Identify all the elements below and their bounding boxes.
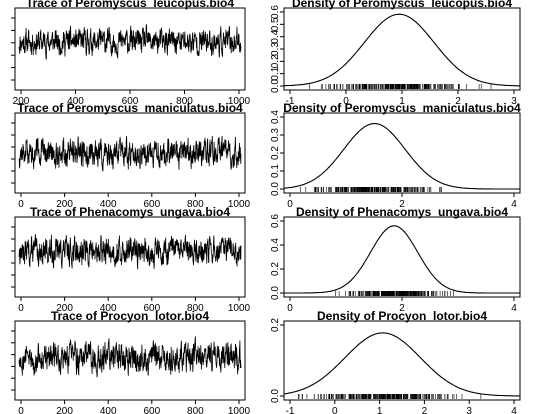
density-curve — [283, 332, 520, 397]
x-tick-label: 1 — [377, 406, 383, 414]
rug-marks — [335, 291, 454, 296]
x-tick-label: 2 — [399, 303, 405, 314]
x-tick-label: 800 — [187, 199, 204, 210]
y-tick-label: 0.4 — [270, 110, 281, 124]
plot-title: Trace of Peromyscus_maniculatus.bio4 — [17, 101, 243, 115]
x-tick-label: 4 — [511, 406, 517, 414]
x-tick-label: 800 — [187, 406, 204, 414]
y-tick-label: 0.3 — [270, 128, 281, 142]
x-tick-label: 2 — [399, 199, 405, 210]
y-tick-label: 0.1 — [270, 66, 281, 80]
y-tick-label: 0.6 — [270, 5, 281, 19]
y-tick-label: 0.2 — [270, 146, 281, 160]
panel-1: Trace of Peromyscus_leucopus.bio4 200 400 6… — [11, 0, 251, 107]
y-tick-label: 0.4 — [270, 29, 281, 43]
panel-8: Density of Procyon_lotor.bio4 -1 0 1 2 3 4 0.0 0… — [270, 309, 521, 414]
panel-5: Trace of Phenacomys_ungava.bio4 0 200 400 60… — [11, 205, 251, 314]
plot-frame — [14, 320, 246, 401]
y-tick-label: 0.0 — [270, 182, 281, 196]
panel-2: Density of Peromyscus_leucopus.bio4 -1 0 1 2… — [270, 0, 521, 107]
y-tick-label: 0.2 — [270, 54, 281, 68]
trace-line — [18, 336, 242, 378]
y-tick-label: 0.0 — [270, 79, 281, 93]
x-tick-label: 0 — [18, 199, 24, 210]
density-curve — [284, 13, 520, 87]
rug-marks — [308, 84, 492, 89]
y-tick-label: 0.2 — [270, 262, 281, 276]
density-curve — [284, 225, 520, 294]
y-tick-label: 0.3 — [270, 42, 281, 56]
x-tick-label: 600 — [143, 406, 160, 414]
x-tick-label: 800 — [176, 96, 193, 107]
x-tick-label: 0 — [287, 303, 293, 314]
plot-frame — [14, 112, 246, 194]
x-tick-label: 600 — [143, 303, 160, 314]
x-tick-label: -1 — [286, 406, 295, 414]
x-tick-label: 1 — [399, 96, 405, 107]
plot-title: Density of Phenacomys_ungava.bio4 — [296, 205, 508, 219]
plot-title: Trace of Phenacomys_ungava.bio4 — [30, 205, 230, 219]
plot-title: Trace of Peromyscus_leucopus.bio4 — [26, 0, 234, 10]
x-tick-label: 4 — [511, 303, 517, 314]
y-tick-label: 0.4 — [270, 238, 281, 252]
trace-line — [18, 234, 242, 270]
x-tick-label: 0 — [343, 96, 349, 107]
plot-frame — [283, 320, 521, 401]
x-tick-label: 3 — [466, 406, 472, 414]
plot-title: Density of Procyon_lotor.bio4 — [317, 309, 487, 323]
y-tick-label: 0.1 — [270, 164, 281, 178]
x-tick-label: 4 — [511, 199, 517, 210]
rug-marks — [300, 187, 442, 192]
x-tick-label: 3 — [511, 96, 517, 107]
x-tick-label: 0 — [18, 406, 24, 414]
x-tick-label: 0 — [332, 406, 338, 414]
density-curve — [283, 123, 520, 190]
rug-marks — [298, 394, 482, 399]
x-tick-label: 400 — [100, 199, 117, 210]
x-tick-label: 400 — [67, 96, 84, 107]
x-tick-label: 200 — [56, 199, 73, 210]
x-tick-label: 200 — [56, 406, 73, 414]
panel-6: Density of Phenacomys_ungava.bio4 0 2 4 0.0 0… — [270, 205, 521, 314]
plot-frame — [14, 216, 246, 298]
plot-title: Density of Peromyscus_leucopus.bio4 — [292, 0, 512, 10]
panel-4: Density of Peromyscus_maniculatus.bio4 0 2… — [270, 101, 521, 210]
y-tick-label: 0.0 — [270, 389, 281, 403]
y-tick-label: 0.5 — [270, 17, 281, 31]
x-tick-label: 1000 — [228, 303, 251, 314]
panel-7: Trace of Procyon_lotor.bio4 0 200 400 600 800… — [11, 309, 251, 414]
panel-3: Trace of Peromyscus_maniculatus.bio4 0 200… — [11, 101, 251, 210]
y-tick-label: 0.2 — [270, 318, 281, 332]
trace-line — [18, 23, 242, 61]
x-tick-label: 0 — [18, 303, 24, 314]
x-tick-label: 1000 — [228, 406, 251, 414]
x-tick-label: 600 — [122, 96, 139, 107]
y-tick-label: 0.6 — [270, 214, 281, 228]
plot-frame — [283, 7, 521, 91]
x-tick-label: 600 — [143, 199, 160, 210]
plot-title: Trace of Procyon_lotor.bio4 — [51, 309, 209, 323]
x-tick-label: 2 — [422, 406, 428, 414]
x-tick-label: 0 — [287, 199, 293, 210]
x-tick-label: 200 — [56, 303, 73, 314]
x-tick-label: -1 — [286, 96, 295, 107]
x-tick-label: 2 — [455, 96, 461, 107]
y-tick-label: 0.0 — [270, 286, 281, 300]
x-tick-label: 1000 — [228, 96, 251, 107]
x-tick-label: 800 — [187, 303, 204, 314]
trace-line — [18, 135, 242, 172]
x-tick-label: 400 — [100, 303, 117, 314]
x-tick-label: 200 — [13, 96, 30, 107]
x-tick-label: 400 — [100, 406, 117, 414]
plot-title: Density of Peromyscus_maniculatus.bio4 — [283, 101, 521, 115]
plot-frame — [283, 112, 521, 194]
x-tick-label: 1000 — [228, 199, 251, 210]
